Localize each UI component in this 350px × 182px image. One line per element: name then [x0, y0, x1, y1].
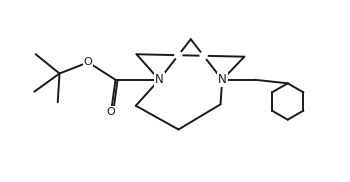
Circle shape [200, 52, 207, 59]
Text: N: N [155, 73, 164, 86]
Text: N: N [218, 73, 227, 86]
Text: O: O [84, 57, 92, 67]
Circle shape [175, 52, 182, 59]
Text: O: O [106, 107, 115, 117]
